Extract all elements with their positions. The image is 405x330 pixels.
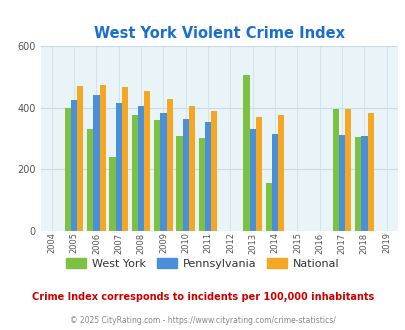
- Bar: [93, 95, 99, 231]
- Bar: [188, 106, 195, 231]
- Title: West York Violent Crime Index: West York Violent Crime Index: [94, 26, 344, 41]
- Bar: [109, 157, 115, 231]
- Bar: [166, 99, 173, 231]
- Bar: [160, 113, 166, 231]
- Bar: [344, 109, 351, 231]
- Bar: [77, 86, 83, 231]
- Bar: [115, 103, 122, 231]
- Bar: [265, 183, 271, 231]
- Bar: [338, 135, 344, 231]
- Bar: [138, 106, 144, 231]
- Text: Crime Index corresponds to incidents per 100,000 inhabitants: Crime Index corresponds to incidents per…: [32, 292, 373, 302]
- Bar: [99, 85, 106, 231]
- Bar: [122, 87, 128, 231]
- Bar: [205, 122, 211, 231]
- Bar: [182, 118, 188, 231]
- Bar: [277, 115, 284, 231]
- Bar: [367, 113, 373, 231]
- Bar: [332, 109, 338, 231]
- Bar: [243, 76, 249, 231]
- Legend: West York, Pennsylvania, National: West York, Pennsylvania, National: [62, 254, 343, 273]
- Bar: [198, 138, 205, 231]
- Bar: [354, 137, 360, 231]
- Bar: [271, 134, 277, 231]
- Bar: [71, 100, 77, 231]
- Bar: [211, 111, 217, 231]
- Bar: [87, 129, 93, 231]
- Bar: [144, 91, 150, 231]
- Bar: [153, 120, 160, 231]
- Bar: [64, 108, 71, 231]
- Bar: [176, 136, 182, 231]
- Bar: [255, 117, 262, 231]
- Bar: [131, 115, 138, 231]
- Bar: [249, 129, 255, 231]
- Text: © 2025 CityRating.com - https://www.cityrating.com/crime-statistics/: © 2025 CityRating.com - https://www.city…: [70, 316, 335, 325]
- Bar: [360, 136, 367, 231]
